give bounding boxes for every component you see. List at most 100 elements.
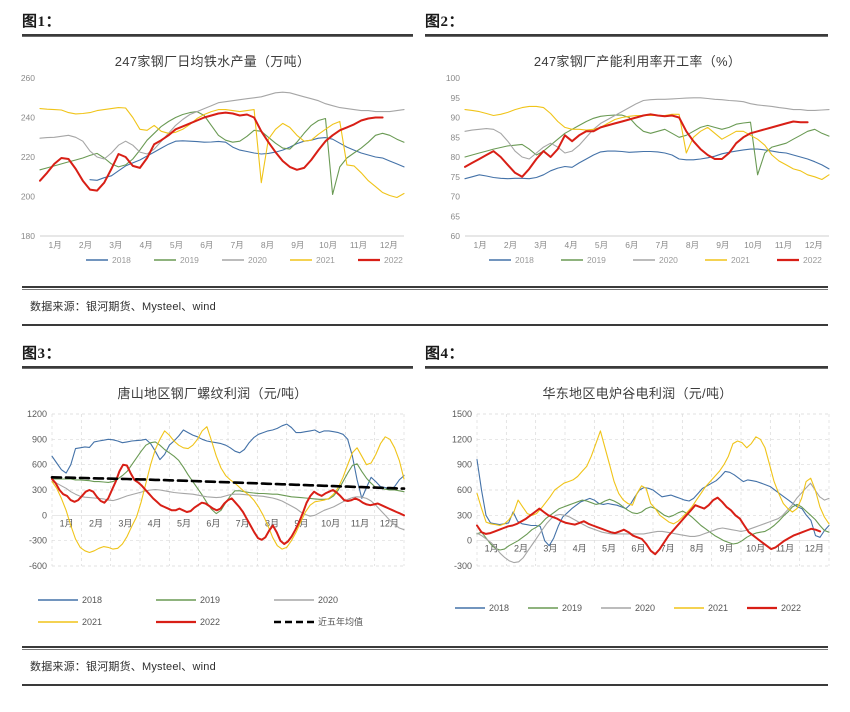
x-tick-label: 10月 — [746, 544, 765, 554]
legend-label-2022: 2022 — [781, 603, 801, 613]
figure-2-label: 图2： — [425, 14, 465, 30]
series-line-2019 — [476, 498, 830, 551]
y-tick-label: 200 — [21, 192, 35, 202]
legend-label-近五年均值: 近五年均值 — [318, 616, 363, 627]
legend-label-2018: 2018 — [82, 595, 102, 605]
chart-2-card: 247家钢厂产能利用率开工率（%） 60 65 70 75 80 85 90 95 100 1月 2… — [425, 37, 850, 286]
x-tick-label: 3月 — [534, 240, 547, 250]
legend-label-2021: 2021 — [316, 255, 335, 265]
source-label-bottom: 数据来源：银河期货、Mysteel、wind — [30, 661, 216, 673]
series-line-2018 — [476, 459, 830, 547]
y-tick-label: 75 — [451, 172, 461, 182]
legend-label-2020: 2020 — [248, 255, 267, 265]
y-tick-label: 80 — [451, 152, 461, 162]
legend-label-2021: 2021 — [731, 255, 750, 265]
x-tick-label: 3月 — [543, 544, 557, 554]
x-tick-label: 10月 — [321, 518, 340, 528]
legend-label-2020: 2020 — [318, 595, 338, 605]
y-tick-label: 0 — [42, 510, 47, 520]
chart-4-card: 华东地区电炉谷电利润（元/吨） -300 0 300 600 900 1200 1500 1月… — [425, 369, 850, 646]
series-line-2022 — [464, 113, 809, 178]
y-tick-label: 90 — [451, 113, 461, 123]
source-label-top: 数据来源：银河期货、Mysteel、wind — [30, 301, 216, 313]
chart-3-plot: -600 -300 0 300 600 900 1200 1月 2月 3月 4月 5月 6月 7月 8月 9月… — [6, 404, 419, 642]
x-tick-label: 5月 — [602, 544, 616, 554]
x-tick-label: 5月 — [170, 240, 183, 250]
chart4-svg: -300 0 300 600 900 1200 1500 1月 2月 3月 4月 5月 6月 7月 8月 9月… — [452, 409, 830, 613]
y-tick-label: 70 — [451, 192, 461, 202]
figure-4-column: 图4： 华东地区电炉谷电利润（元/吨） -300 0 300 600 900 1200 15… — [425, 332, 850, 646]
x-tick-label: 10月 — [319, 240, 337, 250]
x-tick-label: 4月 — [573, 544, 587, 554]
y-tick-label: 1500 — [452, 409, 472, 419]
y-tick-label: 100 — [446, 73, 460, 83]
y-tick-label: 0 — [467, 536, 472, 546]
x-tick-label: 8月 — [261, 240, 274, 250]
x-tick-label: 3月 — [118, 518, 132, 528]
chart2-svg: 60 65 70 75 80 85 90 95 100 1月 2月 3月 4月 5月 6月 7月 8月 9月 10月… — [446, 73, 830, 265]
x-tick-label: 9月 — [719, 544, 733, 554]
y-tick-label: 240 — [21, 113, 35, 123]
y-tick-label: 1200 — [452, 434, 472, 444]
x-tick-label: 12月 — [380, 518, 399, 528]
x-tick-label: 7月 — [656, 240, 669, 250]
y-tick-label: 85 — [451, 132, 461, 142]
series-line-2018 — [51, 423, 405, 499]
source-band-bottom-rules — [22, 646, 828, 650]
x-tick-label: 2月 — [89, 518, 103, 528]
figure-4-label: 图4： — [425, 346, 465, 362]
y-tick-label: 600 — [32, 460, 47, 470]
chart-2-title: 247家钢厂产能利用率开工率（%） — [533, 54, 742, 69]
figure-3-rule-thick — [22, 366, 413, 368]
series-line-2018 — [89, 137, 405, 181]
series-line-2019 — [39, 111, 405, 196]
series-line-近五年均值 — [50, 476, 406, 490]
figure-3-label: 图3： — [22, 346, 62, 362]
x-tick-label: 9月 — [294, 518, 308, 528]
figure-row-bottom: 图3： 唐山地区钢厂螺纹利润（元/吨） -600 -300 0 300 600 900 12… — [0, 332, 850, 646]
figure-2-rule-thick — [425, 34, 828, 36]
series-line-2022 — [39, 111, 384, 192]
legend-label-2019: 2019 — [180, 255, 199, 265]
x-tick-label: 4月 — [148, 518, 162, 528]
legend-label-2018: 2018 — [515, 255, 534, 265]
legend-label-2018: 2018 — [489, 603, 509, 613]
x-tick-label: 6月 — [631, 544, 645, 554]
x-tick-label: 1月 — [474, 240, 487, 250]
y-tick-label: 900 — [457, 460, 472, 470]
y-tick-label: 600 — [457, 485, 472, 495]
x-tick-label: 1月 — [485, 544, 499, 554]
figure-1-rule-thin — [22, 36, 413, 37]
x-tick-label: 6月 — [625, 240, 638, 250]
chart-3-title: 唐山地区钢厂螺纹利润（元/吨） — [117, 386, 308, 401]
legend-label-2019: 2019 — [562, 603, 582, 613]
x-tick-label: 8月 — [690, 544, 704, 554]
x-tick-label: 7月 — [236, 518, 250, 528]
figure-3-column: 图3： 唐山地区钢厂螺纹利润（元/吨） -600 -300 0 300 600 900 12… — [0, 332, 425, 646]
y-tick-label: 260 — [21, 73, 35, 83]
series-line-2020 — [39, 91, 405, 160]
x-tick-label: 7月 — [661, 544, 675, 554]
figure-4-rule-thick — [425, 366, 828, 368]
chart-4-plot: -300 0 300 600 900 1200 1500 1月 2月 3月 4月 5月 6月 7月 8月 9月… — [431, 404, 844, 642]
y-tick-label: 60 — [451, 231, 461, 241]
legend-label-2021: 2021 — [708, 603, 728, 613]
figure-4-rule-thin — [425, 368, 828, 369]
chart-3-card: 唐山地区钢厂螺纹利润（元/吨） -600 -300 0 300 600 900 1200 1月… — [0, 369, 425, 646]
x-tick-label: 1月 — [60, 518, 74, 528]
x-tick-label: 12月 — [805, 544, 824, 554]
legend-label-2020: 2020 — [659, 255, 678, 265]
figure-1-rule-thick — [22, 34, 413, 36]
figure-2-column: 图2： 247家钢厂产能利用率开工率（%） 60 65 70 75 80 85 90 95 10… — [425, 0, 850, 286]
series-line-2021 — [39, 107, 405, 199]
y-tick-label: 220 — [21, 152, 35, 162]
x-tick-label: 9月 — [291, 240, 304, 250]
x-tick-label: 2月 — [514, 544, 528, 554]
source-band-bottom: 数据来源：银河期货、Mysteel、wind — [0, 646, 850, 686]
x-tick-label: 1月 — [49, 240, 62, 250]
figure-2-rule-thin — [425, 36, 828, 37]
x-tick-label: 11月 — [775, 240, 792, 250]
figure-1-label: 图1： — [22, 14, 62, 30]
y-tick-label: 65 — [451, 211, 461, 221]
